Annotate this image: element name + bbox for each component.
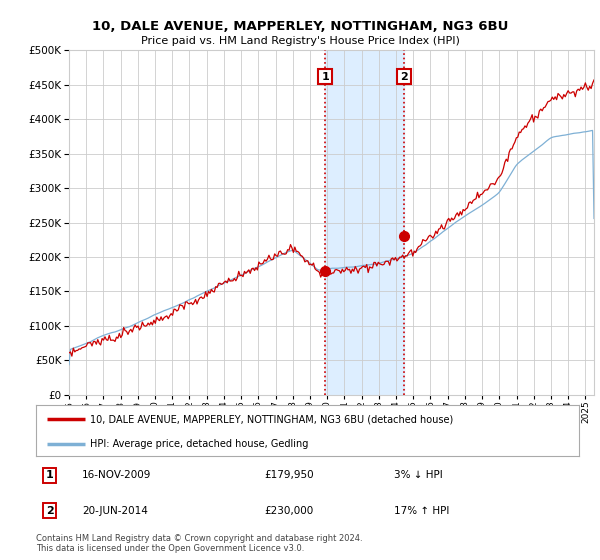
Text: £230,000: £230,000	[264, 506, 313, 516]
Text: 10, DALE AVENUE, MAPPERLEY, NOTTINGHAM, NG3 6BU (detached house): 10, DALE AVENUE, MAPPERLEY, NOTTINGHAM, …	[90, 414, 454, 424]
Text: HPI: Average price, detached house, Gedling: HPI: Average price, detached house, Gedl…	[90, 438, 308, 449]
Text: 10, DALE AVENUE, MAPPERLEY, NOTTINGHAM, NG3 6BU: 10, DALE AVENUE, MAPPERLEY, NOTTINGHAM, …	[92, 20, 508, 32]
Text: 1: 1	[46, 470, 53, 480]
Text: 2: 2	[400, 72, 408, 82]
Text: 16-NOV-2009: 16-NOV-2009	[82, 470, 152, 480]
Text: £179,950: £179,950	[264, 470, 314, 480]
Text: Contains HM Land Registry data © Crown copyright and database right 2024.
This d: Contains HM Land Registry data © Crown c…	[36, 534, 362, 553]
Text: Price paid vs. HM Land Registry's House Price Index (HPI): Price paid vs. HM Land Registry's House …	[140, 36, 460, 46]
Text: 1: 1	[321, 72, 329, 82]
Text: 20-JUN-2014: 20-JUN-2014	[82, 506, 148, 516]
Text: 2: 2	[46, 506, 53, 516]
Bar	[325, 50, 404, 395]
Text: 17% ↑ HPI: 17% ↑ HPI	[394, 506, 450, 516]
Text: 3% ↓ HPI: 3% ↓ HPI	[394, 470, 443, 480]
